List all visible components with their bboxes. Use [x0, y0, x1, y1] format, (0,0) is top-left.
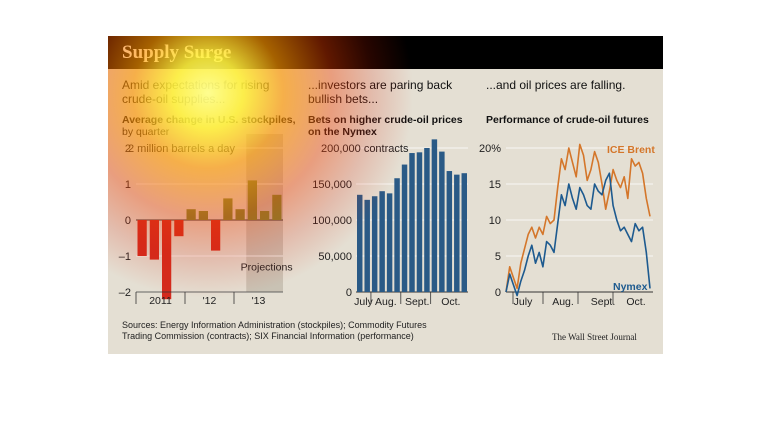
panel3-intro-line1: ...and oil prices are falling. — [486, 78, 626, 92]
x-tick-label: July — [514, 296, 533, 308]
stockpile-bar — [137, 220, 147, 256]
stockpile-bar — [198, 211, 208, 220]
y-tick-label: 10 — [489, 215, 501, 227]
contracts-bar — [386, 193, 393, 292]
contracts-bar — [416, 152, 423, 292]
stockpile-bar — [211, 220, 221, 251]
x-tick-label: '12 — [203, 295, 217, 307]
y-tick-label: 50,000 — [318, 251, 352, 263]
stockpile-bar — [272, 194, 282, 220]
projections-label: Projections — [241, 261, 293, 273]
brent-line — [505, 143, 651, 293]
x-tick-label: 2011 — [149, 295, 172, 307]
contracts-bar — [446, 171, 453, 292]
x-tick-label: Oct. — [441, 296, 460, 308]
sources-note: Sources: Energy Information Administrati… — [122, 320, 442, 342]
stockpile-bar — [186, 209, 196, 220]
x-tick-label: Sept. — [405, 296, 430, 308]
graphic-title: Supply Surge — [122, 42, 232, 63]
infographic: Supply Surge Amid expectations for risin… — [108, 36, 663, 354]
panel2-intro: ...investors are paring back bullish bet… — [308, 78, 452, 106]
stockpile-bar — [247, 180, 257, 220]
contracts-bar — [357, 194, 363, 292]
stockpile-bar — [149, 220, 159, 260]
panel2-intro-line1: ...investors are paring back — [308, 78, 453, 92]
contracts-bar — [439, 151, 445, 292]
panel3-subtitle: Performance of crude-oil futures — [486, 114, 649, 126]
title-bar: Supply Surge — [108, 36, 663, 69]
panel3-subtitle-line1: Performance of crude-oil futures — [486, 114, 649, 126]
x-tick-label: July — [354, 296, 373, 308]
sources-line2: Trading Commission (contracts); SIX Fina… — [122, 331, 414, 341]
contracts-bar — [431, 139, 438, 292]
credit-wsj: The Wall Street Journal — [552, 332, 637, 342]
legend-brent: ICE Brent — [607, 144, 655, 156]
contracts-bar — [409, 153, 415, 292]
y-tick-label: 0 — [125, 215, 131, 227]
legend-nymex: Nymex — [613, 281, 648, 293]
panel2-subtitle-line1: Bets on higher crude-oil prices — [308, 114, 463, 126]
contracts-bar — [461, 173, 467, 292]
contracts-bar — [424, 148, 430, 292]
contracts-bar — [364, 199, 370, 292]
y-tick-label: 5 — [495, 251, 501, 263]
panel1-intro-line2: crude-oil supplies... — [122, 92, 226, 106]
x-tick-label: Aug. — [552, 296, 574, 308]
x-tick-label: Sept. — [591, 296, 616, 308]
panel1-intro: Amid expectations for rising crude-oil s… — [122, 78, 269, 106]
contracts-chart: 0 50,000 100,000 150,000 200,000 contracts Ju… — [312, 139, 468, 308]
y-tick-label: 15 — [489, 179, 501, 191]
y-tick-label: 0 — [346, 287, 352, 299]
x-tick-label: Oct. — [626, 296, 645, 308]
x-tick-label: Aug. — [375, 296, 397, 308]
performance-chart: 0 5 10 15 20% ICE Brent Nymex July Aug. Sept. Oct. — [479, 143, 655, 308]
y-tick-label: 100,000 — [312, 215, 352, 227]
y-tick-label: –1 — [119, 251, 131, 263]
y-tick-label: 0 — [495, 287, 501, 299]
panel1-subtitle-bold: Average change in U.S. stockpiles, — [122, 114, 296, 126]
unit-label: 2 million barrels a day — [128, 143, 235, 155]
contracts-bar — [379, 191, 385, 292]
y-tick-label: 150,000 — [312, 179, 352, 191]
contracts-bar — [454, 174, 460, 292]
x-tick-label: '13 — [252, 295, 266, 307]
y-tick-label: 1 — [125, 179, 131, 191]
unit-label: 200,000 contracts — [321, 143, 409, 155]
stockpile-bar — [260, 211, 270, 220]
panel1-intro-line1: Amid expectations for rising — [122, 78, 270, 92]
contracts-bar — [371, 196, 378, 292]
stockpile-bar — [235, 209, 245, 220]
sources-line1: Sources: Energy Information Administrati… — [122, 320, 427, 330]
contracts-bar — [394, 178, 400, 292]
stockpile-bar — [162, 220, 172, 300]
y-tick-label: 20% — [479, 143, 501, 155]
y-tick-label: –2 — [119, 287, 131, 299]
panel2-intro-line2: bullish bets... — [308, 92, 379, 106]
contracts-bar — [401, 164, 408, 292]
stockpile-bar — [223, 198, 233, 220]
stockpile-bar — [174, 220, 184, 237]
panel3-intro: ...and oil prices are falling. — [486, 78, 625, 92]
